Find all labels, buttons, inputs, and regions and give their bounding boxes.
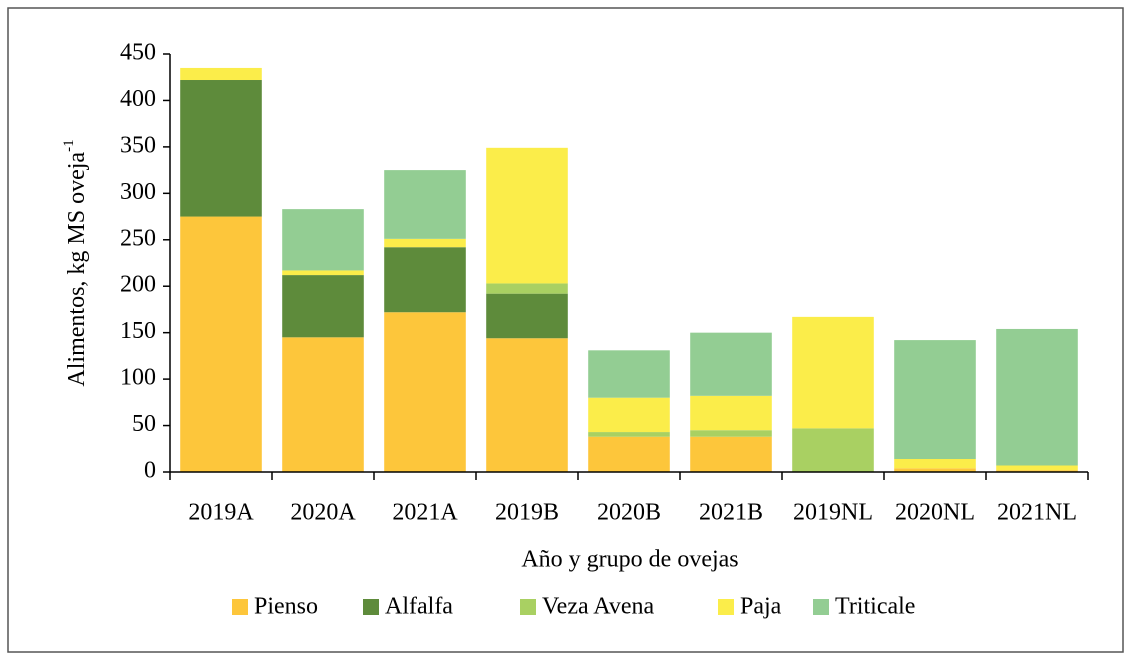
bar-segment [384, 170, 466, 239]
y-tick-label: 350 [120, 132, 156, 158]
x-axis-title: Año y grupo de ovejas [521, 547, 738, 573]
bar-segment [588, 432, 670, 437]
legend-swatch [232, 599, 248, 615]
x-tick-label: 2019A [188, 500, 254, 526]
y-tick-label: 0 [144, 458, 156, 484]
bar-segment [588, 397, 670, 433]
x-tick-label: 2020B [597, 500, 661, 526]
bar-segment [792, 316, 874, 429]
legend-label: Paja [740, 594, 782, 620]
bar-segment [282, 209, 364, 271]
legend-swatch [813, 599, 829, 615]
legend-swatch [363, 599, 379, 615]
bar-segment [690, 430, 772, 437]
bar-segment [690, 436, 772, 472]
legend-label: Alfalfa [385, 594, 453, 620]
bar-segment [180, 67, 262, 81]
bar-segment [690, 395, 772, 431]
legend-label: Triticale [835, 594, 915, 620]
bar-segment [894, 468, 976, 472]
bar-segment [894, 340, 976, 459]
x-tick-label: 2019NL [793, 500, 873, 526]
y-tick-label: 100 [120, 365, 156, 391]
y-tick-label: 200 [120, 272, 156, 298]
y-tick-label: 300 [120, 179, 156, 205]
bar-segment [282, 337, 364, 472]
bar-segment [996, 470, 1078, 472]
bar-segment [486, 283, 568, 294]
bar-segment [996, 328, 1078, 466]
x-tick-label: 2019B [495, 500, 559, 526]
y-tick-label: 400 [120, 86, 156, 112]
y-axis-title: Alimentos, kg MS oveja-1 [61, 139, 89, 386]
bar-segment [996, 465, 1078, 471]
y-tick-label: 250 [120, 225, 156, 251]
bar-segment [180, 216, 262, 472]
chart-frame [7, 7, 1124, 653]
bar-segment [384, 312, 466, 472]
bar-segment [282, 275, 364, 338]
legend-label: Veza Avena [542, 594, 655, 620]
bar-segment [690, 332, 772, 396]
y-axis-title-main: Alimentos, kg MS oveja [64, 152, 90, 387]
bar-segment [894, 458, 976, 469]
legend-swatch [520, 599, 536, 615]
y-tick-label: 50 [132, 411, 156, 437]
y-tick-label: 150 [120, 318, 156, 344]
legend-label: Pienso [254, 594, 318, 620]
bar-segment [384, 247, 466, 313]
x-tick-label: 2021B [699, 500, 763, 526]
bar-segment [486, 147, 568, 284]
x-tick-label: 2021A [392, 500, 458, 526]
y-tick-label: 450 [120, 40, 156, 66]
x-tick-label: 2020NL [895, 500, 975, 526]
y-axis-title-sup: -1 [61, 139, 77, 152]
bar-segment [180, 80, 262, 217]
bar-segment [282, 270, 364, 276]
bar-segment [384, 238, 466, 248]
bar-segment [588, 436, 670, 472]
bar-segment [486, 293, 568, 339]
bar-segment [486, 338, 568, 472]
bar-segment [792, 428, 874, 472]
x-tick-label: 2021NL [997, 500, 1077, 526]
legend-swatch [718, 599, 734, 615]
x-tick-label: 2020A [290, 500, 356, 526]
bar-segment [588, 350, 670, 398]
